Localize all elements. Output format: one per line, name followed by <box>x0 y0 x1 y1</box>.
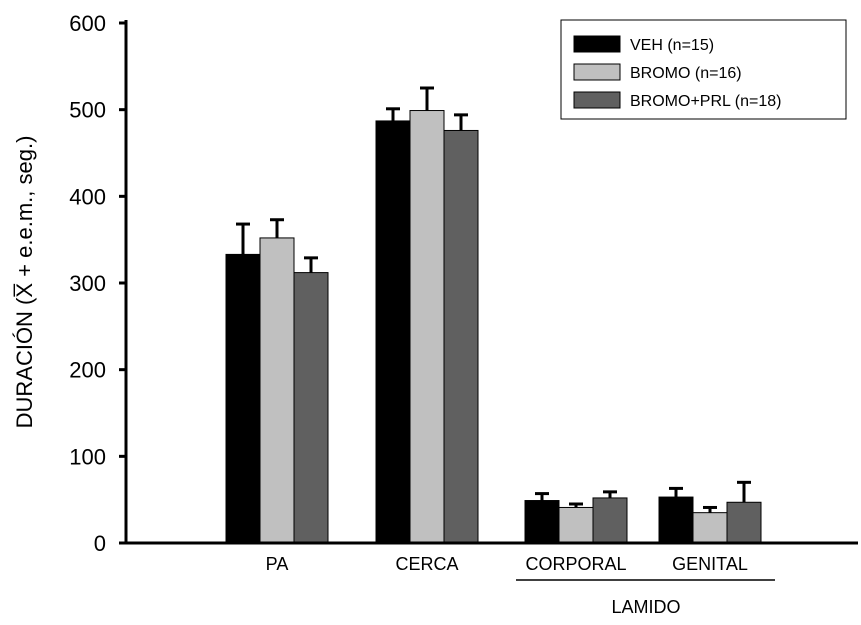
group-label-lamido: LAMIDO <box>611 597 680 617</box>
legend-label-bromo-prl-n-18: BROMO+PRL (n=18) <box>630 93 781 110</box>
legend-swatch-bromo-prl-n-18 <box>573 91 621 109</box>
y-tick-label-200: 200 <box>69 358 106 383</box>
bar-pa-bromo-n-16 <box>259 237 295 544</box>
bar-genital-veh-n-15 <box>658 496 694 544</box>
legend-label-veh-n-15: VEH (n=15) <box>630 37 714 54</box>
labels-layer: DURACIÓN (X̅ + e.e.m., seg.) LAMIDO PA CE… <box>12 136 748 617</box>
y-axis-title: DURACIÓN (X̅ + e.e.m., seg.) <box>12 136 37 429</box>
ticks-layer: 0 100 200 300 400 500 600 <box>69 11 126 556</box>
legend-swatch-bromo-n-16 <box>573 63 621 81</box>
legend-label-bromo-n-16: BROMO (n=16) <box>630 65 742 82</box>
bar-corporal-veh-n-15 <box>524 500 560 544</box>
y-tick-label-600: 600 <box>69 11 106 36</box>
y-tick-label-400: 400 <box>69 184 106 209</box>
x-tick-label-pa: PA <box>266 554 289 574</box>
bar-cerca-veh-n-15 <box>375 120 411 544</box>
bar-genital-bromo-prl-n-18 <box>726 501 762 544</box>
y-tick-label-0: 0 <box>94 531 106 556</box>
bar-cerca-bromo-prl-n-18 <box>443 129 479 544</box>
bars-layer <box>225 86 762 544</box>
x-tick-label-corporal: CORPORAL <box>525 554 626 574</box>
x-tick-label-cerca: CERCA <box>395 554 458 574</box>
bar-pa-bromo-prl-n-18 <box>293 272 329 544</box>
bar-corporal-bromo-prl-n-18 <box>592 497 628 544</box>
legend: VEH (n=15) BROMO (n=16) BROMO+PRL (n=18) <box>560 19 847 120</box>
bar-genital-bromo-n-16 <box>692 512 728 544</box>
x-tick-label-genital: GENITAL <box>672 554 748 574</box>
bar-pa-veh-n-15 <box>225 253 261 544</box>
legend-swatch-veh-n-15 <box>573 35 621 53</box>
y-tick-label-100: 100 <box>69 444 106 469</box>
bar-cerca-bromo-n-16 <box>409 110 445 544</box>
y-tick-label-300: 300 <box>69 271 106 296</box>
y-tick-label-500: 500 <box>69 98 106 123</box>
bar-corporal-bromo-n-16 <box>558 506 594 544</box>
